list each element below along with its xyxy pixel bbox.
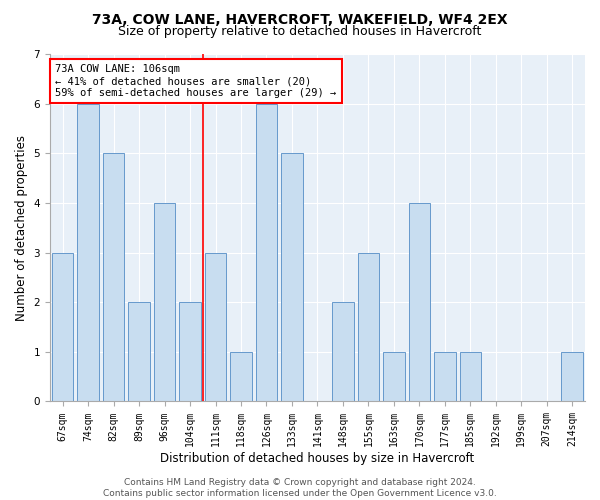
Bar <box>460 352 481 402</box>
Y-axis label: Number of detached properties: Number of detached properties <box>15 134 28 320</box>
Bar <box>77 104 99 402</box>
Bar <box>434 352 455 402</box>
Bar <box>358 252 379 402</box>
Bar <box>256 104 277 402</box>
Bar <box>103 154 124 402</box>
Bar <box>281 154 303 402</box>
Bar <box>562 352 583 402</box>
Bar <box>409 203 430 402</box>
Bar <box>383 352 405 402</box>
Bar <box>205 252 226 402</box>
Text: Contains HM Land Registry data © Crown copyright and database right 2024.
Contai: Contains HM Land Registry data © Crown c… <box>103 478 497 498</box>
Bar <box>332 302 354 402</box>
X-axis label: Distribution of detached houses by size in Havercroft: Distribution of detached houses by size … <box>160 452 475 465</box>
Text: 73A COW LANE: 106sqm
← 41% of detached houses are smaller (20)
59% of semi-detac: 73A COW LANE: 106sqm ← 41% of detached h… <box>55 64 337 98</box>
Bar <box>154 203 175 402</box>
Text: 73A, COW LANE, HAVERCROFT, WAKEFIELD, WF4 2EX: 73A, COW LANE, HAVERCROFT, WAKEFIELD, WF… <box>92 12 508 26</box>
Bar <box>52 252 73 402</box>
Bar <box>179 302 201 402</box>
Bar <box>230 352 252 402</box>
Bar <box>128 302 150 402</box>
Text: Size of property relative to detached houses in Havercroft: Size of property relative to detached ho… <box>118 25 482 38</box>
